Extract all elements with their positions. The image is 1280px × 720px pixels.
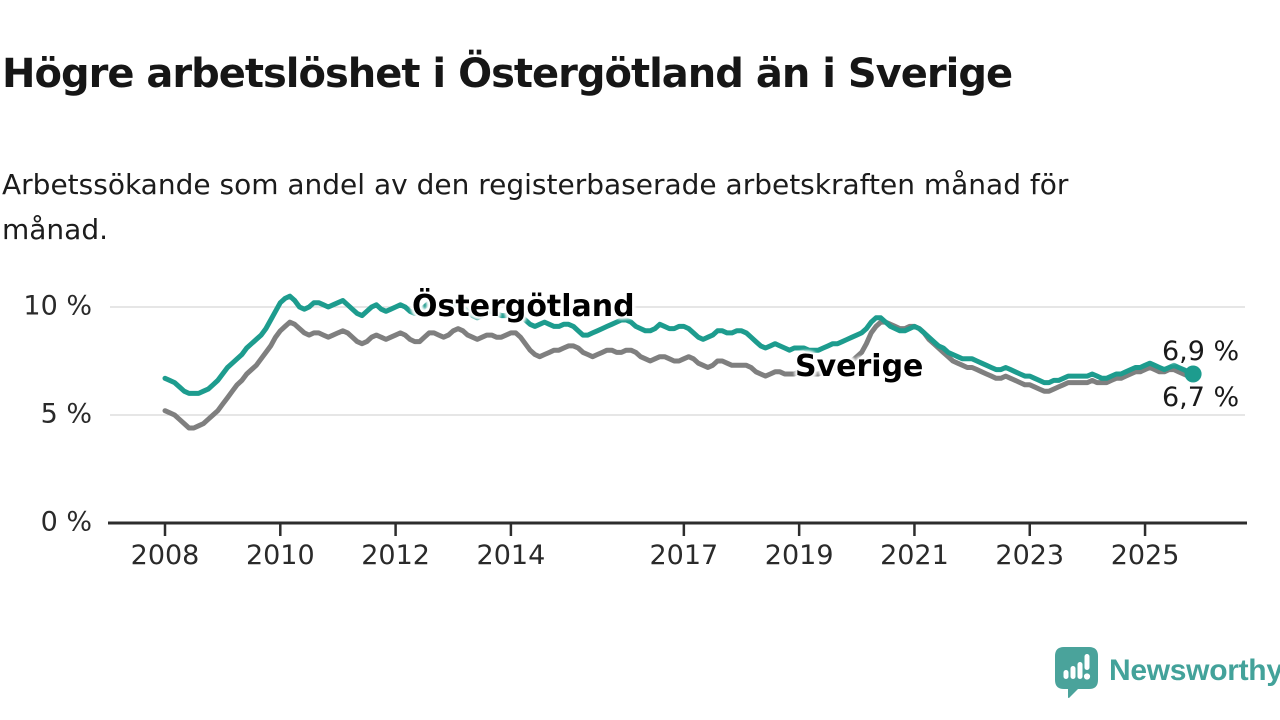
line-sverige [162, 319, 1196, 431]
x-axis-tick-label: 2017 [649, 540, 719, 571]
end-value-ostergotland: 6,9 % [1162, 336, 1240, 367]
x-axis-tick-label: 2008 [130, 540, 200, 571]
series-label-ostergotland: Östergötland [412, 289, 635, 324]
page-subtitle: Arbetssökande som andel av den registerb… [2, 168, 1069, 247]
x-axis-tick-label: 2019 [764, 540, 834, 571]
y-axis-tick-label: 5 % [40, 398, 92, 430]
x-axis-tick-label: 2012 [361, 540, 430, 571]
end-dot-stergtland [1184, 365, 1202, 383]
x-axis-tick-label: 2021 [880, 540, 949, 571]
x-axis-tick-label: 2014 [476, 540, 546, 571]
end-value-sverige: 6,7 % [1162, 382, 1240, 413]
x-axis-tick-label: 2025 [1110, 540, 1180, 571]
series-label-sverige: Sverige [795, 349, 924, 384]
x-axis-tick-label: 2023 [995, 540, 1065, 571]
page-title: Högre arbetslöshet i Östergötland än i S… [2, 50, 1013, 97]
newsworthy-logo: Newsworthy [1053, 645, 1280, 698]
y-axis-tick-label: 10 % [23, 290, 92, 322]
line-stergtland [162, 293, 1196, 396]
speech-bubble-bar-chart-icon [1055, 647, 1098, 698]
x-axis-tick-label: 2010 [245, 540, 315, 571]
y-axis-tick-label: 0 % [40, 506, 92, 538]
newsworthy-logo-text: Newsworthy [1109, 653, 1280, 687]
